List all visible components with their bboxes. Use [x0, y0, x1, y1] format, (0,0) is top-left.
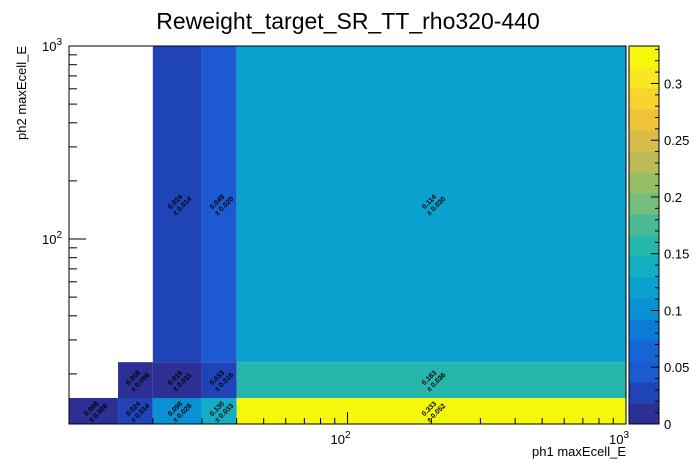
color-scale-label: 0.3 [664, 76, 682, 91]
color-scale-step [629, 214, 659, 236]
color-scale-label: 0 [664, 417, 671, 432]
color-scale-ticks: 0 0.05 0.1 0.15 0.2 0.25 0.3 [651, 48, 689, 432]
color-scale-step [629, 151, 659, 173]
color-scale-step [629, 88, 659, 110]
heatmap-cell [236, 362, 626, 399]
color-scale-step [629, 46, 659, 68]
color-scale-label: 0.05 [664, 360, 689, 375]
color-scale-step [629, 298, 659, 320]
x-tick-label: 102 [330, 430, 350, 447]
color-scale-step [629, 361, 659, 383]
color-scale-step [629, 67, 659, 89]
heatmap-cell [152, 398, 202, 424]
heatmap-cell [201, 362, 237, 399]
y-tick-label: 102 [42, 230, 62, 247]
cell-labels: 0.008± 0.008 0.024± 0.014 0.098± 0.028 0.13… [83, 194, 447, 425]
y-axis-label: ph2 maxEcell_E [14, 46, 29, 140]
color-scale-step [629, 256, 659, 278]
heatmap-cell [152, 46, 202, 363]
chart-title: Reweight_target_SR_TT_rho320-440 [156, 8, 540, 34]
color-scale-step [629, 277, 659, 299]
heatmap-cell [201, 46, 237, 363]
color-scale-step [629, 193, 659, 215]
heatmap-cell [118, 398, 153, 424]
y-axis: 102 103 [42, 37, 86, 375]
x-tick-label: 103 [609, 430, 629, 447]
color-scale-step [629, 109, 659, 131]
color-scale-label: 0.2 [664, 190, 682, 205]
color-scale-step [629, 172, 659, 194]
color-scale-step [629, 235, 659, 257]
heatmap-cell [152, 362, 202, 399]
x-axis-label: ph1 maxEcell_E [532, 444, 626, 459]
heatmap-cell [118, 362, 153, 399]
heatmap-cell [236, 46, 626, 363]
x-axis: 102 103 [68, 412, 629, 447]
color-scale-label: 0.1 [664, 303, 682, 318]
heatmap-cell [201, 398, 237, 424]
color-scale-bar [628, 45, 660, 425]
heatmap-cells [69, 46, 626, 424]
color-scale-step [629, 403, 659, 425]
color-scale-step [629, 319, 659, 341]
color-scale-step [629, 382, 659, 404]
heatmap-cell [69, 398, 119, 424]
color-scale-label: 0.15 [664, 247, 689, 262]
color-scale-step [629, 130, 659, 152]
y-tick-label: 103 [42, 37, 62, 54]
color-scale-step [629, 340, 659, 362]
color-scale-label: 0.25 [664, 133, 689, 148]
color-scale-frame [628, 45, 660, 425]
